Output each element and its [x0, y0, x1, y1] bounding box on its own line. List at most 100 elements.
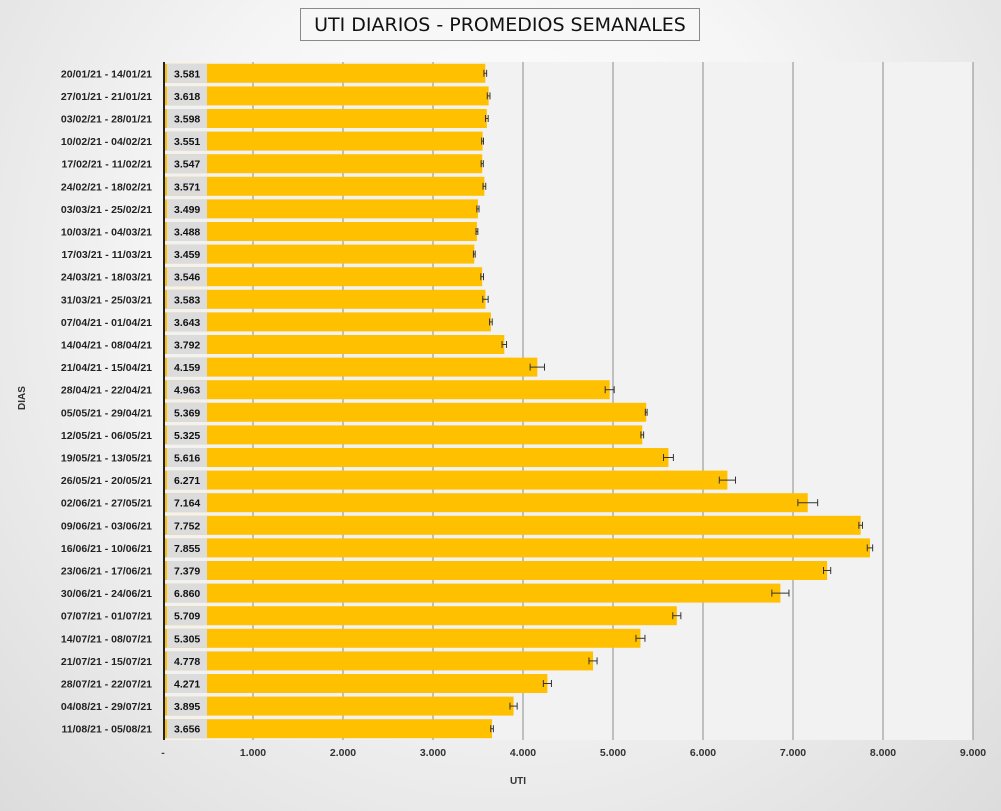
value-label: 5.369: [174, 407, 200, 419]
bar: [163, 583, 781, 603]
chart-title: UTI DIARIOS - PROMEDIOS SEMANALES: [314, 13, 686, 36]
bar: [163, 176, 485, 196]
value-label: 3.598: [174, 114, 200, 126]
chart-title-box: UTI DIARIOS - PROMEDIOS SEMANALES: [300, 8, 700, 41]
category-label: 26/05/21 - 20/05/21: [61, 475, 152, 487]
value-label: 3.551: [174, 136, 200, 148]
value-label: 5.709: [174, 611, 200, 623]
category-label: 03/03/21 - 25/02/21: [61, 204, 152, 216]
x-axis-title: UTI: [510, 776, 526, 787]
value-label: 3.792: [174, 340, 200, 352]
value-label-box: [167, 176, 207, 196]
category-label: 04/08/21 - 29/07/21: [61, 701, 152, 713]
category-label: 09/06/21 - 03/06/21: [61, 520, 152, 532]
bar: [163, 674, 548, 693]
value-label-box: [167, 335, 207, 354]
value-label-box: [167, 425, 207, 445]
value-label: 3.581: [174, 68, 200, 80]
value-label: 7.855: [174, 543, 200, 555]
value-label: 3.546: [174, 272, 200, 284]
category-label: 21/04/21 - 15/04/21: [61, 362, 152, 374]
value-label-box: [167, 244, 207, 264]
value-label-box: [167, 515, 207, 535]
category-label: 07/04/21 - 01/04/21: [61, 317, 152, 329]
category-label: 24/03/21 - 18/03/21: [61, 272, 152, 284]
bar: [163, 289, 486, 309]
value-label-box: [167, 606, 207, 626]
bar: [163, 538, 870, 558]
bar: [163, 154, 483, 174]
value-label: 3.459: [174, 249, 200, 261]
x-tick-label: 4.000: [510, 747, 536, 759]
bar: [163, 651, 594, 671]
value-label: 5.616: [174, 453, 200, 465]
value-label-box: [167, 651, 207, 671]
bar: [163, 448, 669, 467]
category-label: 23/06/21 - 17/06/21: [61, 566, 152, 578]
category-label: 10/03/21 - 04/03/21: [61, 227, 152, 239]
value-label: 7.164: [174, 498, 200, 510]
x-tick-label: 7.000: [780, 747, 806, 759]
bar: [163, 425, 643, 445]
category-label: 11/08/21 - 05/08/21: [62, 724, 153, 736]
x-tick-label: 2.000: [330, 747, 356, 759]
x-tick-label: 8.000: [870, 747, 896, 759]
category-label: 21/07/21 - 15/07/21: [61, 656, 152, 668]
value-label: 3.895: [174, 701, 200, 713]
value-label: 5.305: [174, 633, 200, 645]
value-label-box: [167, 63, 207, 83]
category-label: 31/03/21 - 25/03/21: [61, 294, 152, 306]
bar: [163, 402, 647, 422]
value-label-box: [167, 131, 207, 151]
bar: [163, 606, 677, 626]
value-label: 3.583: [174, 294, 200, 306]
category-label: 28/07/21 - 22/07/21: [61, 679, 152, 691]
category-label: 12/05/21 - 06/05/21: [61, 430, 152, 442]
value-label: 3.547: [174, 159, 200, 171]
value-label-box: [167, 312, 207, 332]
category-label: 07/07/21 - 01/07/21: [61, 611, 152, 623]
category-label: 17/03/21 - 11/03/21: [62, 249, 153, 261]
value-label-box: [167, 154, 207, 174]
value-label-box: [167, 357, 207, 377]
category-label: 30/06/21 - 24/06/21: [61, 588, 152, 600]
value-label-box: [167, 696, 207, 716]
bar: [163, 515, 861, 535]
value-label-box: [167, 561, 207, 580]
bar: [163, 199, 478, 219]
category-label: 17/02/21 - 11/02/21: [62, 159, 153, 171]
category-label: 20/01/21 - 14/01/21: [61, 68, 152, 80]
category-label: 05/05/21 - 29/04/21: [61, 407, 152, 419]
plot-area: [163, 62, 973, 740]
value-label-box: [167, 199, 207, 219]
value-label: 3.499: [174, 204, 200, 216]
value-label: 4.963: [174, 385, 200, 397]
category-label: 03/02/21 - 28/01/21: [61, 114, 152, 126]
value-label: 3.643: [174, 317, 200, 329]
value-label-box: [167, 719, 207, 739]
value-label-box: [167, 267, 207, 287]
value-label-box: [167, 674, 207, 693]
bar: [163, 63, 486, 83]
value-label: 3.488: [174, 227, 200, 239]
bar: [163, 267, 483, 287]
category-label: 14/04/21 - 08/04/21: [61, 340, 152, 352]
category-label: 27/01/21 - 21/01/21: [61, 91, 152, 103]
x-tick-label: 5.000: [600, 747, 626, 759]
value-label: 5.325: [174, 430, 200, 442]
bar: [163, 380, 610, 400]
value-label-box: [167, 448, 207, 467]
value-label-box: [167, 583, 207, 603]
bar: [163, 86, 489, 106]
value-label: 6.271: [174, 475, 200, 487]
y-axis-title: DIAS: [17, 386, 28, 410]
bar: [163, 109, 487, 128]
bar: [163, 696, 514, 716]
value-label-box: [167, 402, 207, 422]
category-label: 14/07/21 - 08/07/21: [61, 633, 152, 645]
category-label: 24/02/21 - 18/02/21: [61, 181, 152, 193]
category-label: 02/06/21 - 27/05/21: [61, 498, 152, 510]
bar: [163, 357, 538, 377]
x-tick-label: 3.000: [420, 747, 446, 759]
